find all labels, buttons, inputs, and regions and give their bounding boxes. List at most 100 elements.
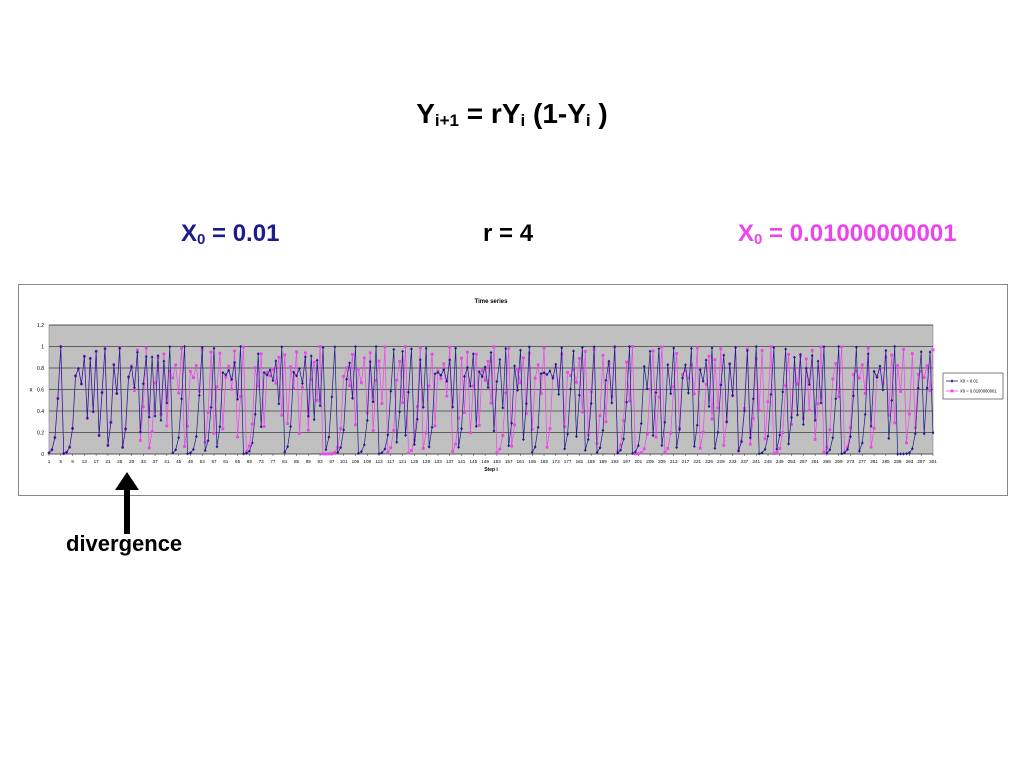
series-1-point xyxy=(905,451,908,456)
series-2-point xyxy=(828,428,832,432)
series-1-point xyxy=(236,397,239,401)
series-1-point xyxy=(530,450,534,454)
x-tick-label: 13 xyxy=(82,459,88,464)
series-2-point xyxy=(572,367,575,371)
series-1-point xyxy=(94,349,98,354)
series-1-point xyxy=(412,442,416,447)
series-2-point xyxy=(177,391,181,395)
series-1-point xyxy=(852,394,855,398)
series-1-point xyxy=(130,365,133,369)
series-2-point xyxy=(846,445,849,449)
series-1-point xyxy=(65,450,69,454)
series-2-point xyxy=(751,417,755,420)
x-tick-label: 81 xyxy=(282,459,288,464)
series-1-point xyxy=(127,375,130,379)
series-2-point xyxy=(398,359,402,363)
series-2-point xyxy=(902,347,905,351)
equation-mid: = rY xyxy=(459,98,521,129)
x-tick-label: 217 xyxy=(682,459,690,464)
series-2-point xyxy=(183,445,186,448)
series-2-point xyxy=(684,369,687,373)
series-1-point xyxy=(495,379,499,384)
series-2-point xyxy=(168,369,172,373)
series-1-point xyxy=(651,433,655,438)
series-1-point xyxy=(250,441,254,445)
x-tick-label: 193 xyxy=(611,459,619,464)
series-1-point xyxy=(82,354,86,359)
series-1-point xyxy=(218,425,222,429)
series-2-point xyxy=(787,353,791,356)
series-2-point xyxy=(483,378,487,382)
series-1-point xyxy=(707,404,711,409)
series-2-point xyxy=(660,345,664,349)
series-1-point xyxy=(922,431,926,436)
series-1-point xyxy=(731,393,735,398)
series-1-point xyxy=(191,447,195,452)
series-1-point xyxy=(807,382,811,387)
series-1-point xyxy=(751,397,755,401)
series-1-point xyxy=(103,346,107,351)
series-1-point xyxy=(138,430,142,434)
series-2-point xyxy=(147,446,151,450)
series-1-point xyxy=(536,425,540,429)
series-2-point xyxy=(507,347,511,350)
series-2-point xyxy=(772,452,776,456)
series-2-point xyxy=(545,445,549,449)
series-2-point xyxy=(380,402,384,405)
series-2-point xyxy=(215,385,219,389)
x-tick-label: 157 xyxy=(505,459,513,464)
series-2-point xyxy=(242,345,245,349)
series-1-point xyxy=(698,368,702,372)
series-2-point xyxy=(863,392,867,395)
x-tick-label: 245 xyxy=(764,459,772,464)
series-1-point xyxy=(533,445,537,449)
series-2-point xyxy=(377,359,381,363)
series-2-point xyxy=(601,353,605,357)
x-tick-label: 45 xyxy=(176,459,182,464)
series-2-point xyxy=(209,350,213,354)
series-1-point xyxy=(221,370,225,375)
x-tick-label: 265 xyxy=(823,459,831,464)
series-1-point xyxy=(398,410,402,414)
series-2-point xyxy=(321,452,325,456)
series-1-point xyxy=(133,386,136,390)
series-2-point xyxy=(704,382,708,386)
series-1-point xyxy=(445,379,449,383)
series-1-point xyxy=(189,451,192,455)
x-tick-label: 117 xyxy=(387,459,395,464)
series-1-point xyxy=(875,375,879,379)
x-tick-label: 189 xyxy=(599,459,607,464)
series-1-point xyxy=(793,355,796,360)
left-value: = 0.01 xyxy=(205,220,280,247)
legend-label-1: X0 = 0.01 xyxy=(960,379,979,384)
series-2-point xyxy=(194,364,198,367)
x-tick-label: 301 xyxy=(929,459,937,464)
series-2-point xyxy=(857,376,861,380)
series-1-point xyxy=(197,393,201,398)
series-2-point xyxy=(519,381,522,385)
series-1-point xyxy=(415,417,419,421)
series-1-point xyxy=(813,418,817,422)
series-1-point xyxy=(607,359,611,364)
series-1-point xyxy=(616,451,620,455)
series-1-point xyxy=(799,352,802,357)
x-tick-label: 173 xyxy=(552,459,560,464)
series-2-point xyxy=(625,360,628,364)
series-1-point xyxy=(80,382,83,386)
series-2-point xyxy=(401,401,404,405)
x-tick-label: 25 xyxy=(117,459,123,464)
series-2-point xyxy=(407,451,410,455)
series-1-point xyxy=(203,448,207,453)
series-2-point xyxy=(578,356,581,360)
series-2-point xyxy=(893,421,897,425)
series-1-point xyxy=(657,346,661,351)
series-2-point xyxy=(516,367,519,371)
series-1-point xyxy=(896,452,900,456)
series-2-point xyxy=(454,442,458,446)
series-2-point xyxy=(804,357,808,361)
series-1-point xyxy=(460,426,463,431)
x-tick-label: 125 xyxy=(411,459,419,464)
series-1-point xyxy=(787,442,791,446)
series-1-point xyxy=(860,441,864,445)
series-1-point xyxy=(554,362,558,367)
